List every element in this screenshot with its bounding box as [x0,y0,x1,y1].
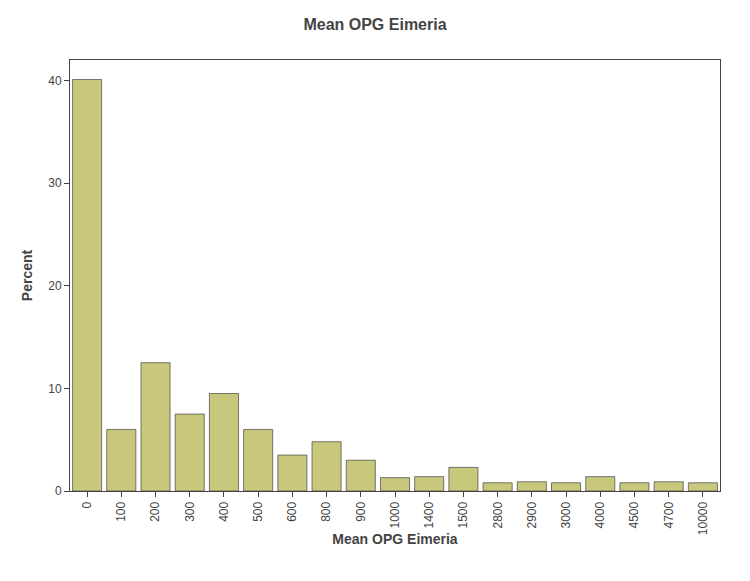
svg-text:500: 500 [251,501,265,521]
svg-text:30: 30 [48,176,62,190]
svg-text:40: 40 [48,74,62,88]
svg-text:4700: 4700 [662,501,676,528]
svg-text:1500: 1500 [456,501,470,528]
svg-text:4000: 4000 [593,501,607,528]
svg-text:10: 10 [48,382,62,396]
svg-text:0: 0 [55,484,62,498]
svg-text:1400: 1400 [422,501,436,528]
svg-text:2800: 2800 [491,501,505,528]
svg-text:1000: 1000 [388,501,402,528]
svg-text:2900: 2900 [525,501,539,528]
svg-text:600: 600 [285,501,299,521]
svg-text:400: 400 [217,501,231,521]
svg-text:4500: 4500 [627,501,641,528]
svg-text:200: 200 [148,501,162,521]
svg-text:800: 800 [319,501,333,521]
svg-text:Percent: Percent [19,249,35,301]
svg-text:100: 100 [114,501,128,521]
svg-text:300: 300 [183,501,197,521]
svg-text:0: 0 [80,501,94,508]
svg-text:Mean OPG Eimeria: Mean OPG Eimeria [303,16,446,33]
svg-text:3000: 3000 [559,501,573,528]
svg-text:Mean OPG Eimeria: Mean OPG Eimeria [332,531,457,547]
svg-text:900: 900 [354,501,368,521]
svg-text:20: 20 [48,279,62,293]
svg-text:10000: 10000 [696,501,710,535]
